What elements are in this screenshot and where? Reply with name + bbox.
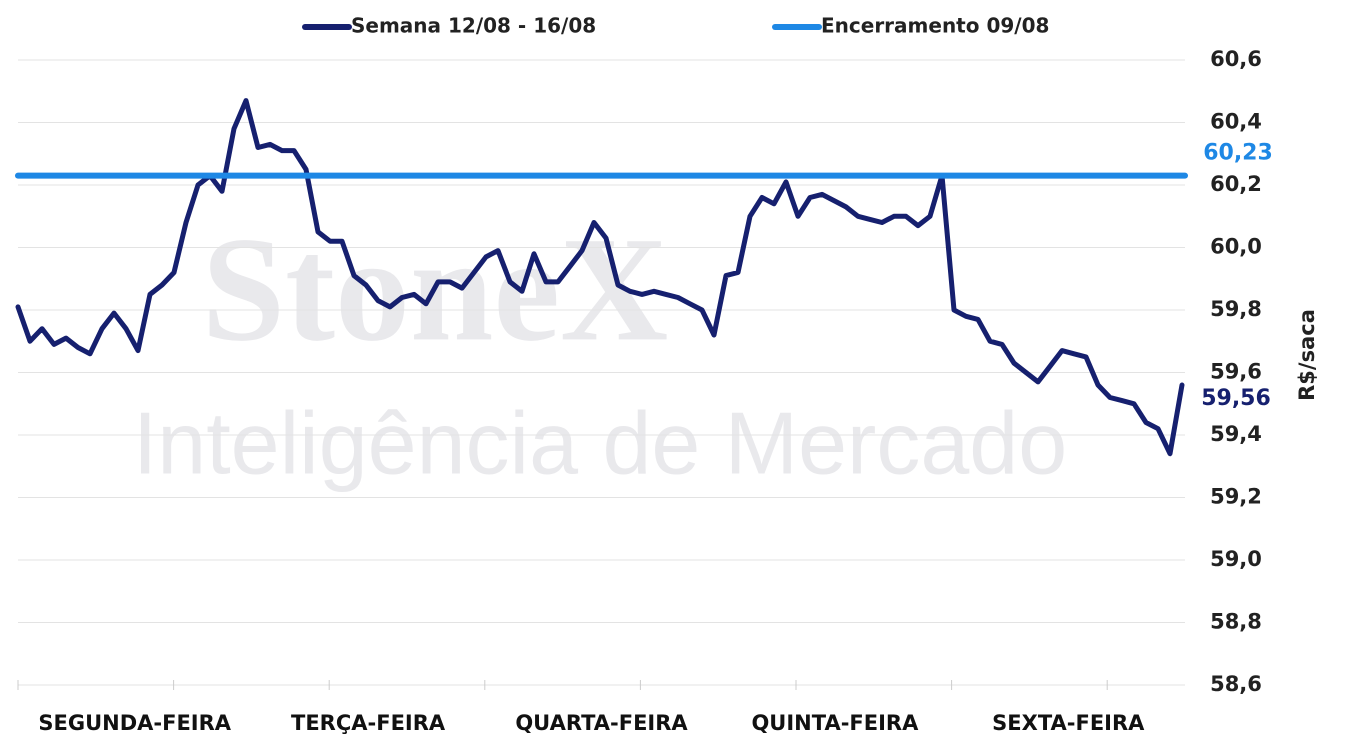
x-tick-label: QUARTA-FEIRA	[515, 711, 688, 735]
y-tick-label: 58,6	[1210, 672, 1262, 696]
end-label: 59,56	[1201, 386, 1271, 411]
y-tick-label: 59,4	[1210, 422, 1262, 446]
y-tick-label: 60,0	[1210, 235, 1262, 259]
value-label: 60,23	[1203, 141, 1273, 166]
y-tick-label: 59,6	[1210, 360, 1262, 384]
x-tick-label: SEGUNDA-FEIRA	[38, 711, 231, 735]
y-tick-label: 59,8	[1210, 297, 1262, 321]
legend-label: Encerramento 09/08	[821, 14, 1049, 38]
y-tick-label: 60,4	[1210, 110, 1262, 134]
y-tick-label: 59,2	[1210, 485, 1262, 509]
y-axis-label: R$/saca	[1295, 309, 1319, 401]
watermark: Inteligência de Mercado	[133, 393, 1067, 492]
y-tick-label: 59,0	[1210, 547, 1262, 571]
x-tick-label: SEXTA-FEIRA	[992, 711, 1145, 735]
x-tick-label: QUINTA-FEIRA	[751, 711, 919, 735]
y-tick-label: 58,8	[1210, 610, 1262, 634]
y-tick-label: 60,6	[1210, 47, 1262, 71]
y-tick-label: 60,2	[1210, 172, 1262, 196]
x-tick-label: TERÇA-FEIRA	[291, 711, 446, 735]
legend-label: Semana 12/08 - 16/08	[351, 14, 596, 38]
